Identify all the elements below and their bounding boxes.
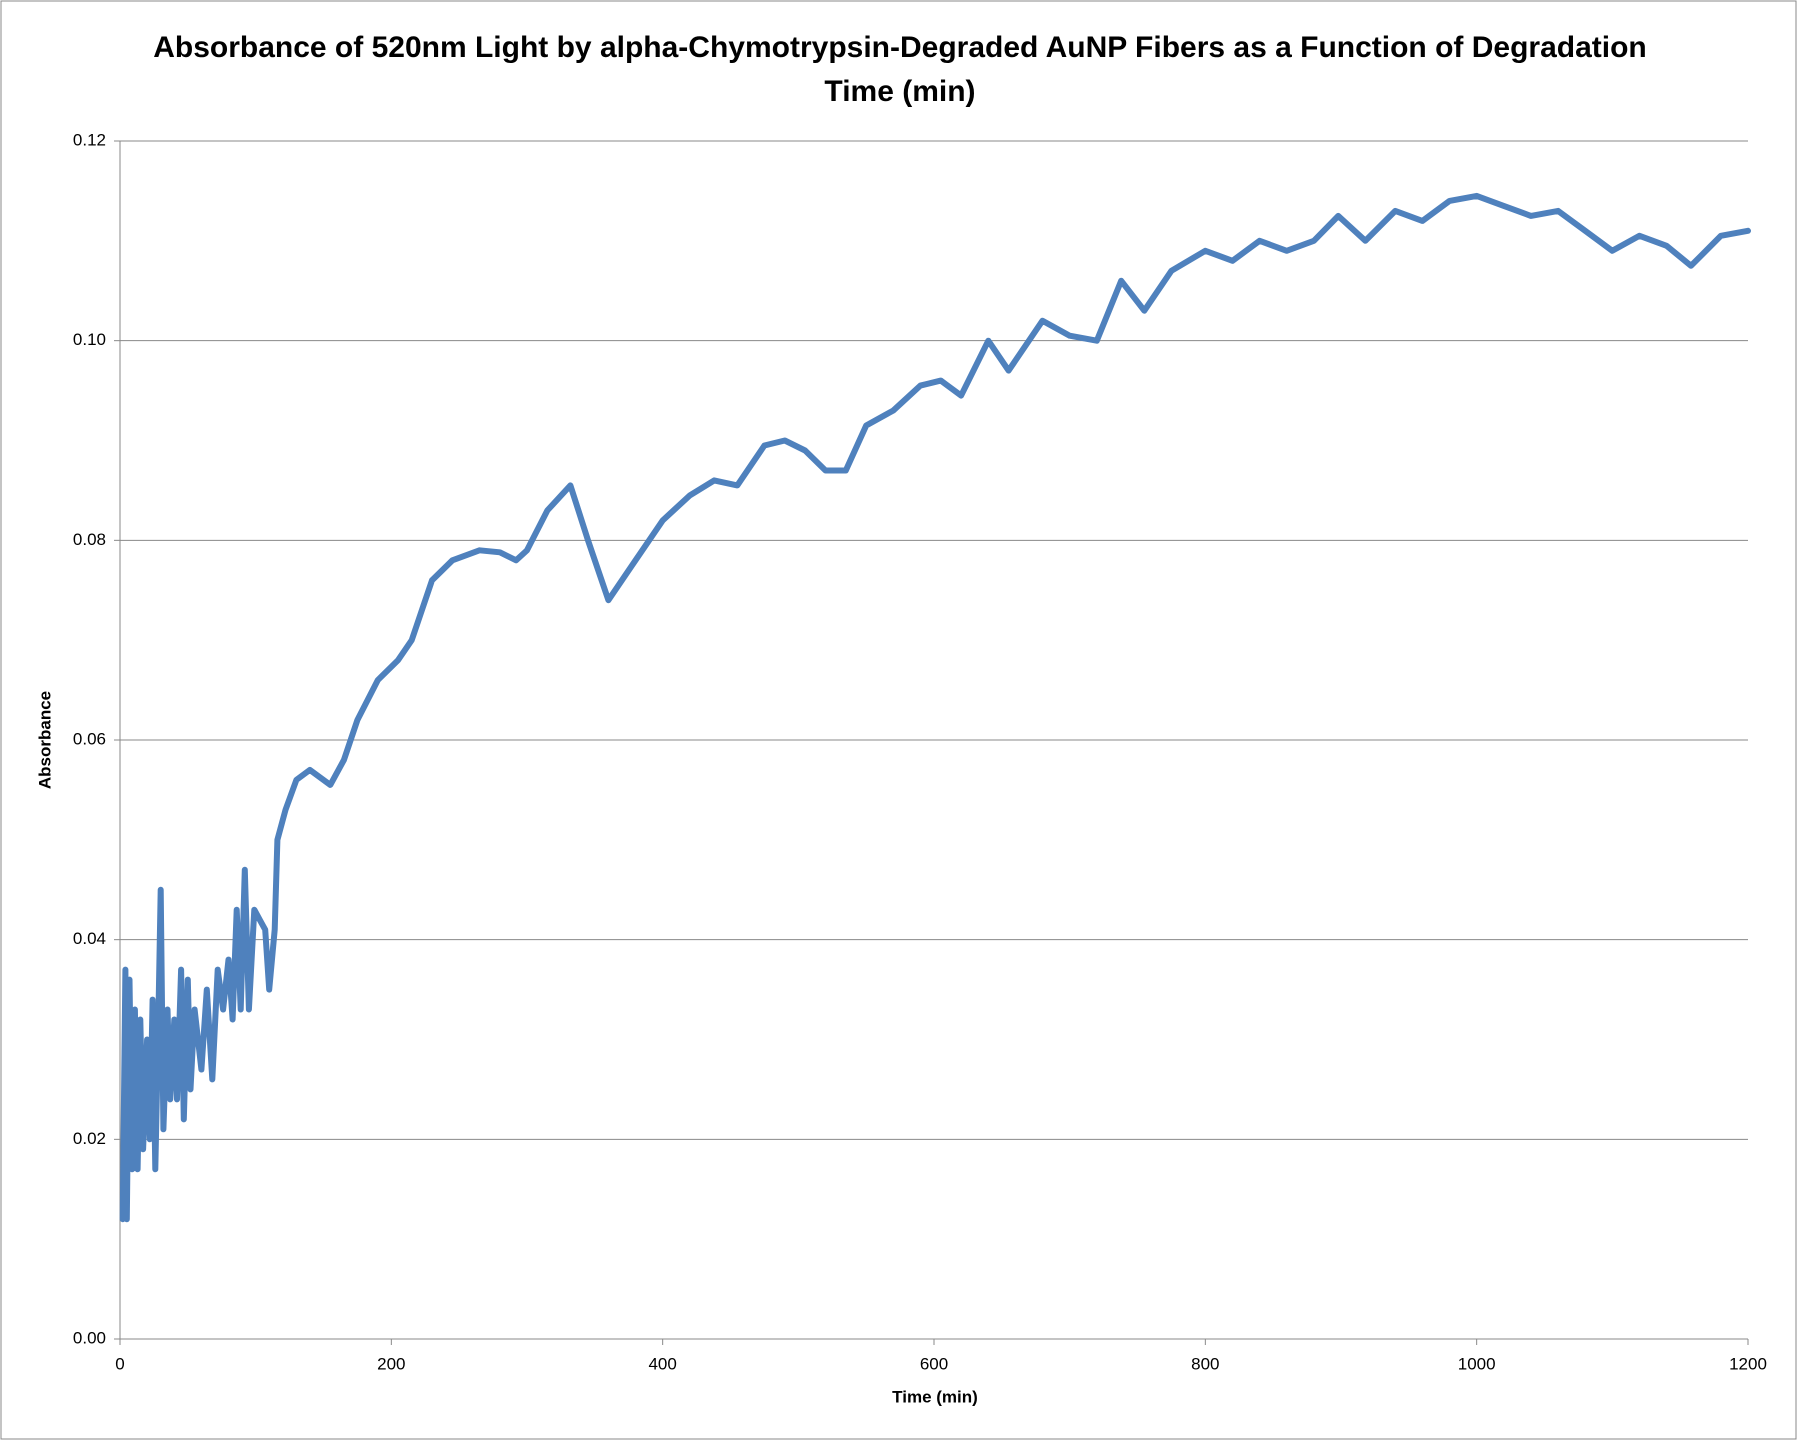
data-line — [119, 192, 1751, 1223]
chart-title: Absorbance of 520nm Light by alpha-Chymo… — [153, 31, 1647, 108]
x-tick-label: 200 — [377, 1354, 405, 1373]
x-tick-label: 800 — [1191, 1354, 1219, 1373]
y-tick-label: 0.06 — [73, 729, 106, 748]
y-tick-label: 0.08 — [73, 530, 106, 549]
y-tick-label: 0.02 — [73, 1129, 106, 1148]
x-tick-label: 1200 — [1729, 1354, 1767, 1373]
x-tick-label: 600 — [920, 1354, 948, 1373]
x-tick-label: 400 — [648, 1354, 676, 1373]
y-tick-label: 0.00 — [73, 1328, 106, 1347]
x-tick-label: 1000 — [1458, 1354, 1496, 1373]
x-tick-label: 0 — [115, 1354, 124, 1373]
y-tick-label: 0.10 — [73, 330, 106, 349]
y-axis-label: Absorbance — [35, 691, 54, 789]
y-tick-label: 0.04 — [73, 929, 106, 948]
y-tick-label: 0.12 — [73, 130, 106, 149]
x-axis-label: Time (min) — [892, 1387, 978, 1406]
